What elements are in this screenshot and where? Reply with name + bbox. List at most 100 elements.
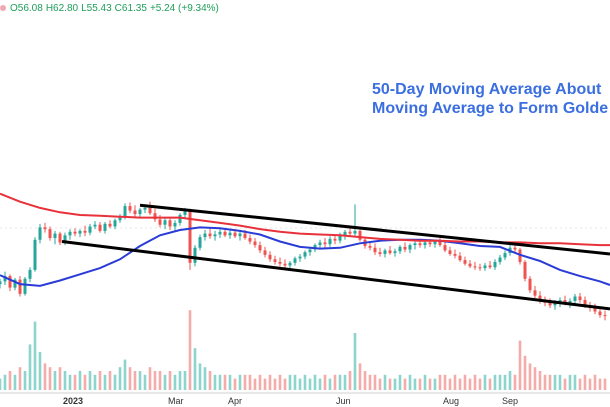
candle-33 [163,217,167,230]
candle-34 [168,216,172,231]
volume-bar-63 [313,374,317,390]
volume-bar-6 [28,344,32,390]
volume-bar-45 [223,374,227,390]
candle-body [568,300,572,304]
volume-bar-97 [483,374,487,390]
candle-50 [248,234,252,245]
candle-body [353,230,357,234]
candle-body [263,250,267,255]
candle-106 [528,276,532,293]
volume-bar-4 [18,367,22,390]
volume-bar-21 [103,374,107,390]
candle-body [28,269,32,279]
candle-107 [533,285,537,299]
volume-bar-51 [253,378,257,390]
volume-bars [0,310,607,390]
volume-bar-60 [298,378,302,390]
candle-body [498,257,502,262]
volume-bar-69 [343,374,347,390]
symbol-dot-icon [0,5,6,12]
candle-body [408,245,412,250]
candle-body [428,242,432,245]
candle-42 [208,228,212,239]
volume-bar-28 [138,371,142,390]
candle-59 [293,256,297,266]
volume-bar-81 [403,378,407,390]
channel-upper-line [139,203,610,256]
volume-bar-13 [63,371,67,390]
volume-bar-47 [233,378,237,390]
candle-43 [213,230,217,241]
candle-99 [493,259,497,270]
candle-body [298,256,302,259]
candle-26 [128,202,132,214]
candle-23 [113,218,117,230]
volume-bar-40 [198,363,202,390]
x-tick-label-4: Aug [443,396,459,406]
volume-bar-32 [158,371,162,390]
candle-0 [0,278,2,289]
volume-bar-87 [433,378,437,390]
candle-body [538,295,542,301]
volume-bar-93 [463,374,467,390]
volume-bar-67 [333,374,337,390]
candle-body [393,251,397,254]
candle-body [278,261,282,264]
candle-body [233,232,237,237]
volume-bar-119 [593,374,597,390]
candle-body [478,267,482,269]
candle-body [348,231,352,234]
candle-96 [478,263,482,271]
candle-14 [68,229,72,240]
candle-body [468,263,472,267]
candle-body [243,233,247,238]
low-label: L [81,3,87,14]
candle-5 [23,277,27,296]
volume-bar-39 [193,348,197,390]
candle-119 [593,303,597,315]
volume-bar-54 [268,374,272,390]
candle-body [13,279,17,288]
candle-body [373,247,377,253]
volume-bar-42 [208,371,212,390]
volume-bar-57 [283,378,287,390]
candle-56 [278,257,282,267]
volume-bar-17 [83,374,87,390]
candle-31 [153,208,157,223]
candle-body [368,245,372,248]
candle-body [173,222,177,227]
volume-bar-14 [68,374,72,390]
candle-body [338,235,342,241]
candle-4 [18,276,22,297]
candle-11 [53,230,57,245]
volume-bar-90 [448,378,452,390]
volume-bar-98 [488,378,492,390]
candle-body [503,253,507,258]
volume-bar-88 [438,374,442,390]
x-tick-label-1: Mar [168,396,184,406]
x-tick-label-3: Jun [336,396,351,406]
volume-bar-102 [508,371,512,390]
volume-bar-12 [58,367,62,390]
candle-89 [443,241,447,253]
candle-body [3,276,7,282]
volume-bar-105 [523,355,527,390]
candle-58 [288,261,292,269]
candle-53 [263,246,267,258]
volume-bar-117 [583,374,587,390]
candle-30 [148,201,152,215]
candle-body [593,308,597,312]
volume-bar-53 [263,378,267,390]
volume-bar-96 [478,378,482,390]
candle-body [163,220,167,225]
candle-6 [28,267,32,283]
volume-bar-70 [348,371,352,390]
candle-64 [318,239,322,249]
x-tick-label-2: Apr [228,396,242,406]
candle-16 [78,229,82,238]
volume-bar-64 [318,378,322,390]
volume-bar-10 [48,367,52,390]
candle-body [253,241,257,246]
candle-body [18,279,22,294]
